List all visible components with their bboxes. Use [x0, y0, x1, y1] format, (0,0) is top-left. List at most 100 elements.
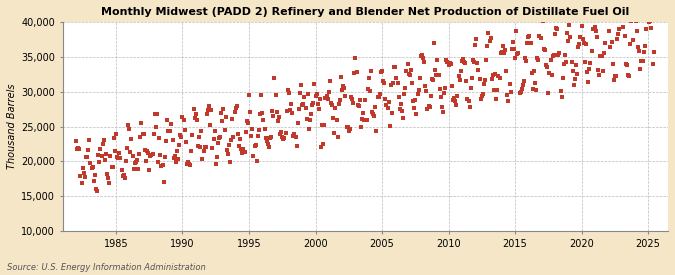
Point: [539, 48, 550, 52]
Point: [184, 161, 194, 166]
Point: [641, 27, 651, 31]
Point: [109, 148, 120, 153]
Point: [144, 167, 155, 172]
Point: [208, 137, 219, 141]
Point: [458, 57, 468, 61]
Point: [192, 118, 202, 122]
Point: [115, 156, 126, 160]
Point: [413, 87, 424, 92]
Point: [635, 67, 646, 71]
Point: [286, 102, 296, 106]
Point: [565, 35, 576, 39]
Point: [138, 132, 149, 136]
Point: [648, 50, 659, 54]
Point: [207, 146, 218, 150]
Point: [154, 136, 165, 140]
Point: [76, 181, 87, 185]
Point: [313, 102, 323, 106]
Point: [402, 61, 413, 66]
Point: [165, 128, 176, 133]
Point: [225, 160, 236, 164]
Point: [309, 82, 320, 87]
Point: [102, 172, 113, 176]
Point: [459, 60, 470, 64]
Point: [111, 132, 122, 136]
Point: [549, 32, 560, 36]
Point: [168, 156, 179, 161]
Point: [543, 91, 554, 95]
Point: [111, 155, 122, 160]
Point: [551, 27, 562, 31]
Point: [152, 111, 163, 116]
Point: [156, 164, 167, 169]
Point: [628, 9, 639, 13]
Point: [125, 150, 136, 155]
Point: [504, 82, 515, 86]
Point: [232, 104, 242, 108]
Point: [221, 148, 232, 152]
Point: [95, 147, 106, 151]
Point: [270, 93, 281, 97]
Point: [146, 152, 157, 157]
Point: [499, 51, 510, 55]
Point: [425, 94, 436, 98]
Point: [114, 151, 125, 155]
Point: [414, 75, 425, 80]
Point: [173, 143, 184, 147]
Point: [601, 10, 612, 14]
Point: [541, 63, 551, 67]
Point: [608, 78, 619, 82]
Point: [437, 109, 448, 114]
Point: [435, 95, 446, 100]
Point: [164, 129, 175, 133]
Point: [329, 130, 340, 135]
Y-axis label: Thousand Barrels: Thousand Barrels: [7, 84, 17, 169]
Point: [117, 174, 128, 178]
Point: [282, 88, 293, 92]
Point: [99, 158, 110, 162]
Point: [178, 118, 189, 122]
Point: [525, 41, 536, 45]
Point: [456, 69, 466, 73]
Point: [332, 135, 343, 139]
Point: [373, 94, 384, 99]
Point: [223, 151, 234, 156]
Point: [515, 90, 526, 94]
Point: [462, 97, 472, 101]
Point: [406, 68, 416, 73]
Point: [288, 134, 299, 138]
Title: Monthly Midwest (PADD 2) Refinery and Blender Net Production of Distillate Fuel : Monthly Midwest (PADD 2) Refinery and Bl…: [101, 7, 630, 17]
Point: [358, 110, 369, 115]
Point: [294, 90, 305, 95]
Point: [158, 180, 169, 185]
Point: [456, 59, 467, 63]
Point: [611, 74, 622, 79]
Point: [560, 53, 570, 57]
Point: [257, 111, 268, 115]
Point: [520, 59, 531, 64]
Point: [169, 153, 180, 158]
Point: [448, 98, 458, 102]
Point: [589, 25, 600, 29]
Point: [425, 105, 435, 109]
Point: [593, 67, 603, 72]
Point: [319, 123, 330, 127]
Point: [568, 83, 579, 87]
Point: [547, 54, 558, 59]
Point: [316, 145, 327, 150]
Point: [512, 52, 522, 56]
Point: [514, 91, 525, 95]
Point: [647, 62, 658, 67]
Point: [629, 17, 640, 21]
Point: [583, 80, 593, 84]
Point: [570, 76, 580, 81]
Point: [523, 34, 534, 39]
Point: [199, 145, 210, 149]
Point: [105, 154, 116, 158]
Point: [194, 135, 205, 140]
Point: [513, 51, 524, 55]
Point: [410, 97, 421, 102]
Point: [261, 139, 272, 143]
Point: [85, 161, 96, 166]
Point: [161, 139, 171, 143]
